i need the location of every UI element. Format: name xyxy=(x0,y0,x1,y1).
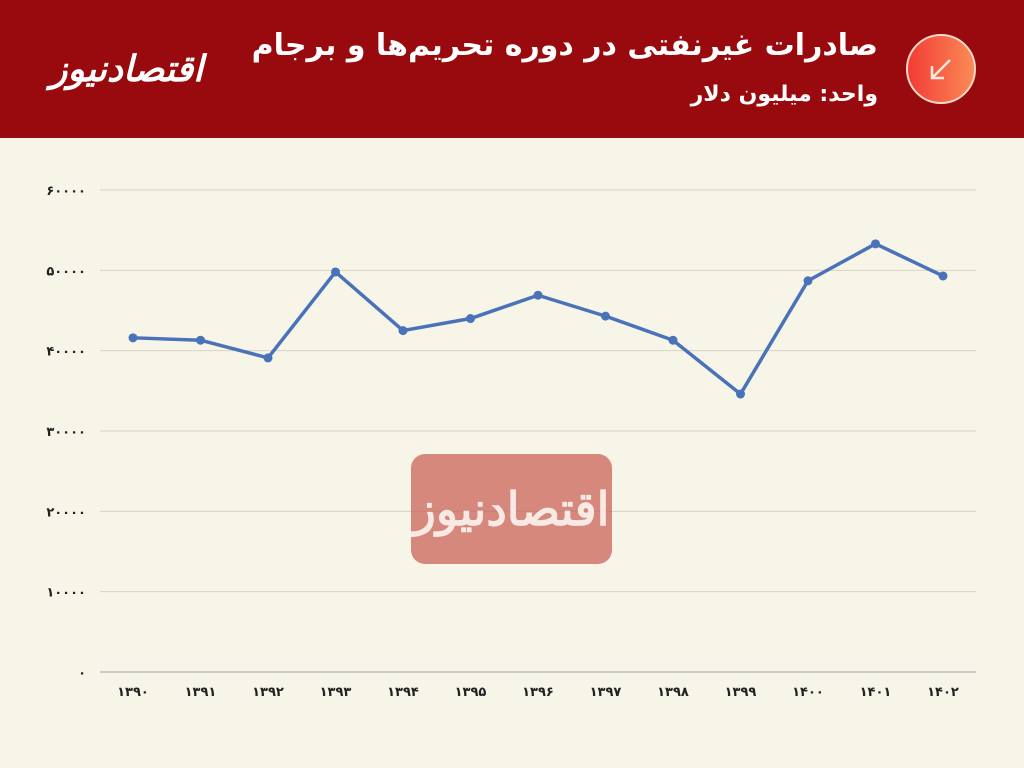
data-point xyxy=(331,267,340,277)
x-tick-label: ۱۳۹۸ xyxy=(657,685,689,700)
y-tick-label: ۱۰۰۰۰ xyxy=(46,586,86,601)
data-point xyxy=(196,335,205,345)
series-line xyxy=(132,242,944,396)
chart-title: صادرات غیرنفتی در دوره تحریم‌ها و برجام xyxy=(251,28,878,63)
x-tick-label: ۱۳۹۴ xyxy=(387,685,419,700)
data-point xyxy=(668,335,678,345)
logo: اقتصادنیوز xyxy=(50,48,204,90)
data-point xyxy=(601,311,610,321)
chart-subtitle: واحد: میلیون دلار xyxy=(690,82,878,107)
x-tick-label: ۱۳۹۲ xyxy=(252,685,284,700)
data-point xyxy=(736,389,745,399)
x-tick-label: ۱۴۰۱ xyxy=(860,685,892,700)
y-tick-label: ۰ xyxy=(78,666,86,681)
x-tick-label: ۱۳۹۳ xyxy=(320,685,352,700)
y-tick-label: ۶۰۰۰۰ xyxy=(46,184,86,199)
data-point xyxy=(871,239,880,249)
y-tick-label: ۲۰۰۰۰ xyxy=(46,505,86,520)
data-point xyxy=(938,271,948,281)
data-point xyxy=(466,314,475,324)
x-tick-label: ۱۳۹۶ xyxy=(522,685,554,700)
data-point xyxy=(398,326,408,336)
data-point xyxy=(263,353,273,363)
arrow-down-left-icon xyxy=(906,34,976,104)
x-tick-label: ۱۳۹۷ xyxy=(590,685,622,700)
header-bar: اقتصادنیوز صادرات غیرنفتی در دوره تحریم‌… xyxy=(0,0,1024,138)
data-point xyxy=(803,276,813,286)
y-tick-label: ۵۰۰۰۰ xyxy=(46,264,86,279)
y-tick-label: ۴۰۰۰۰ xyxy=(46,345,86,360)
x-tick-label: ۱۳۹۹ xyxy=(725,685,757,700)
y-tick-label: ۳۰۰۰۰ xyxy=(46,425,86,440)
data-point xyxy=(128,333,138,343)
x-tick-label: ۱۴۰۲ xyxy=(927,685,959,700)
watermark: اقتصادنیوز xyxy=(411,454,612,564)
x-tick-label: ۱۴۰۰ xyxy=(792,685,824,700)
x-tick-label: ۱۳۹۰ xyxy=(117,685,149,700)
x-tick-label: ۱۳۹۵ xyxy=(455,685,487,700)
data-point xyxy=(533,290,543,300)
x-tick-label: ۱۳۹۱ xyxy=(185,685,217,700)
